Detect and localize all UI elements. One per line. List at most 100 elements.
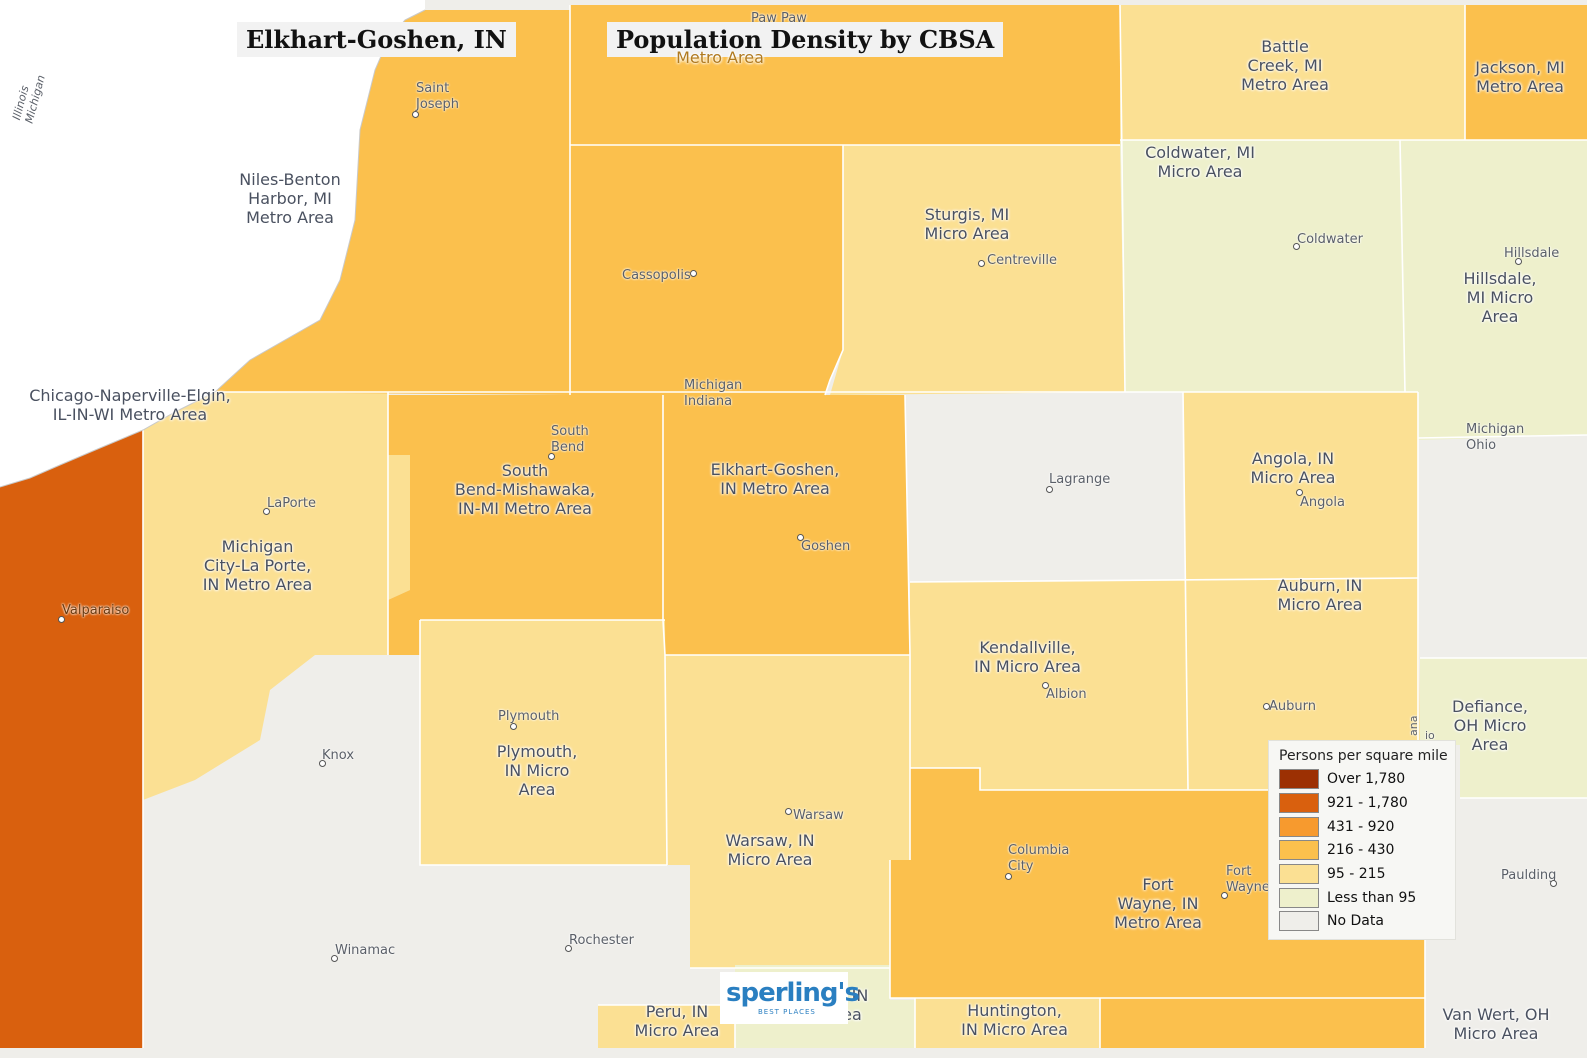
county-borders [142, 4, 1587, 1048]
city-cassopolis: Cassopolis [622, 268, 691, 283]
logo-tagline: BEST PLACES [758, 1008, 816, 1016]
area-label-jackson: Jackson, MI Metro Area [1475, 58, 1565, 96]
city-marker [1046, 486, 1053, 493]
legend-swatch [1279, 817, 1319, 837]
region-fort-wayne [890, 768, 1425, 1048]
region-niles [215, 10, 570, 395]
region-lagrange [905, 395, 1185, 582]
city-paw-paw: Paw Paw [751, 11, 807, 26]
region-sturgis [830, 145, 1125, 395]
area-label-huntington: Huntington, IN Micro Area [961, 1001, 1068, 1039]
city-winamac: Winamac [335, 943, 396, 958]
region-plymouth [420, 620, 667, 865]
city-marker [1296, 489, 1303, 496]
region-angola [1183, 392, 1418, 580]
area-label-niles: Niles-Benton Harbor, MI Metro Area [239, 170, 341, 227]
city-marker [565, 945, 572, 952]
city-centreville: Centreville [987, 253, 1057, 268]
city-marker [331, 955, 338, 962]
area-label-hillsdale: Hillsdale, MI Micro Area [1463, 269, 1537, 326]
area-label-wabash: IN [851, 986, 869, 1005]
area-label-fort-wayne: Fort Wayne, IN Metro Area [1114, 875, 1202, 932]
area-label-defiance: Defiance, OH Micro Area [1452, 697, 1528, 754]
area-label-van-wert: Van Wert, OH Micro Area [1442, 1005, 1550, 1043]
region-battle-creek [1120, 5, 1465, 145]
legend-title: Persons per square mile [1279, 748, 1448, 764]
city-marker [548, 453, 555, 460]
city-south-bend: South Bend [551, 424, 589, 455]
city-knox: Knox [322, 748, 355, 763]
city-marker [1293, 243, 1300, 250]
city-coldwater: Coldwater [1297, 232, 1363, 247]
border-label-michigan-indiana: Michigan Indiana [684, 378, 743, 409]
area-label-sturgis: Sturgis, MI Micro Area [924, 205, 1010, 243]
area-label-chicago: Chicago-Naperville-Elgin, IL-IN-WI Metro… [29, 386, 231, 424]
lake-michigan [0, 0, 425, 487]
area-label-warsaw: Warsaw, IN Micro Area [725, 831, 815, 869]
city-marker [1042, 682, 1049, 689]
city-warsaw: Warsaw [793, 808, 844, 823]
area-label-south-bend: South Bend-Mishawaka, IN-MI Metro Area [454, 461, 596, 518]
area-label-kalamazoo: Metro Area [676, 48, 764, 67]
city-marker [1550, 880, 1557, 887]
city-marker [1515, 258, 1522, 265]
city-laporte: LaPorte [267, 496, 316, 511]
city-marker [263, 508, 270, 515]
city-angola: Angola [1300, 495, 1345, 510]
area-label-michigan-city: Michigan City-La Porte, IN Metro Area [202, 537, 313, 594]
city-saint-joseph: Saint Joseph [416, 81, 460, 112]
legend-swatch [1279, 793, 1319, 813]
city-marker [319, 760, 326, 767]
city-marker [785, 808, 792, 815]
legend-swatch [1279, 888, 1319, 908]
city-marker [690, 270, 697, 277]
city-marker [58, 616, 65, 623]
city-paulding: Paulding [1501, 868, 1557, 883]
area-label-peru: Peru, IN Micro Area [634, 1002, 720, 1040]
region-defiance [1420, 658, 1587, 798]
area-label-elkhart: Elkhart-Goshen, IN Metro Area [710, 460, 840, 498]
region-auburn [1185, 578, 1420, 790]
region-chicago [0, 430, 143, 1048]
region-cass [570, 145, 843, 400]
area-label-plymouth: Plymouth, IN Micro Area [496, 742, 578, 799]
legend-label: 216 - 430 [1327, 842, 1395, 858]
city-albion: Albion [1046, 687, 1087, 702]
region-coldwater [1120, 140, 1405, 392]
city-marker [797, 534, 804, 541]
region-kendallville [910, 580, 1188, 790]
legend: Persons per square mile Over 1,780 921 -… [1268, 740, 1456, 940]
region-hillsdale [1400, 140, 1587, 440]
legend-label: 921 - 1,780 [1327, 795, 1408, 811]
area-label-auburn: Auburn, IN Micro Area [1277, 576, 1363, 614]
legend-label: 431 - 920 [1327, 819, 1395, 835]
sperlings-logo[interactable]: sperling's BEST PLACES [720, 972, 860, 1024]
legend-swatch [1279, 769, 1319, 789]
legend-swatch [1279, 864, 1319, 884]
legend-label: 95 - 215 [1327, 866, 1386, 882]
city-marker [978, 260, 985, 267]
region-elkhart [663, 395, 910, 655]
region-title: Elkhart-Goshen, IN [237, 22, 516, 57]
legend-swatch [1279, 840, 1319, 860]
region-huntington [915, 998, 1100, 1048]
border-label-ohio: io [1425, 729, 1435, 742]
city-hillsdale: Hillsdale [1504, 246, 1560, 261]
city-fort-wayne: Fort Wayne [1226, 864, 1270, 895]
border-label-indiana-ohio: ana [1407, 715, 1420, 736]
logo-brand: sperling's [726, 978, 860, 1008]
legend-swatch [1279, 911, 1319, 931]
city-lagrange: Lagrange [1049, 472, 1111, 487]
city-marker [1263, 703, 1270, 710]
city-columbia-city: Columbia City [1008, 843, 1070, 874]
region-michigan-city [143, 392, 410, 800]
city-rochester: Rochester [569, 933, 634, 948]
area-label-angola: Angola, IN Micro Area [1250, 449, 1336, 487]
city-goshen: Goshen [801, 539, 851, 554]
city-valparaiso: Valparaiso [62, 603, 130, 618]
region-jackson [1465, 5, 1587, 140]
legend-label: Less than 95 [1327, 890, 1417, 906]
area-label-coldwater: Coldwater, MI Micro Area [1145, 143, 1255, 181]
city-marker [1005, 873, 1012, 880]
